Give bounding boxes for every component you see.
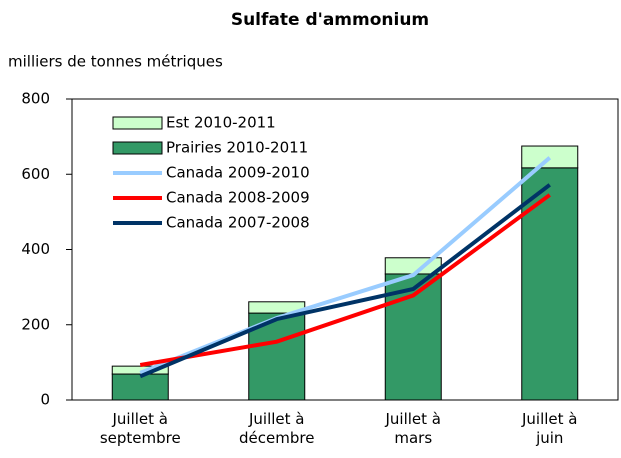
x-tick-label: Juillet à mars bbox=[385, 410, 441, 447]
y-tick-label: 0 bbox=[40, 391, 50, 409]
legend-label: Est 2010-2011 bbox=[166, 114, 276, 132]
bar bbox=[521, 145, 579, 169]
x-tick-label: Juillet à décembre bbox=[239, 410, 315, 447]
bar bbox=[111, 373, 169, 401]
line bbox=[139, 183, 551, 379]
legend-label: Canada 2008-2009 bbox=[166, 189, 310, 207]
y-tick-label: 800 bbox=[21, 90, 50, 108]
y-tick-label: 400 bbox=[21, 240, 50, 258]
legend-label: Canada 2007-2008 bbox=[166, 214, 310, 232]
legend-swatch bbox=[112, 141, 163, 155]
plot-frame bbox=[71, 98, 619, 401]
bar bbox=[521, 167, 579, 401]
legend-swatch bbox=[112, 116, 163, 130]
line bbox=[139, 156, 552, 375]
y-tick-label: 600 bbox=[21, 165, 50, 183]
line bbox=[139, 193, 551, 367]
x-tick-label: Juillet à septembre bbox=[99, 410, 181, 447]
bar bbox=[111, 365, 169, 375]
legend-label: Canada 2009-2010 bbox=[166, 164, 310, 182]
y-axis-label: milliers de tonnes métriques bbox=[8, 53, 223, 71]
chart-title: Sulfate d'ammonium bbox=[231, 10, 429, 30]
legend-label: Prairies 2010-2011 bbox=[166, 139, 308, 157]
y-tick-label: 200 bbox=[21, 315, 50, 333]
x-tick-label: Juillet à juin bbox=[521, 410, 578, 447]
